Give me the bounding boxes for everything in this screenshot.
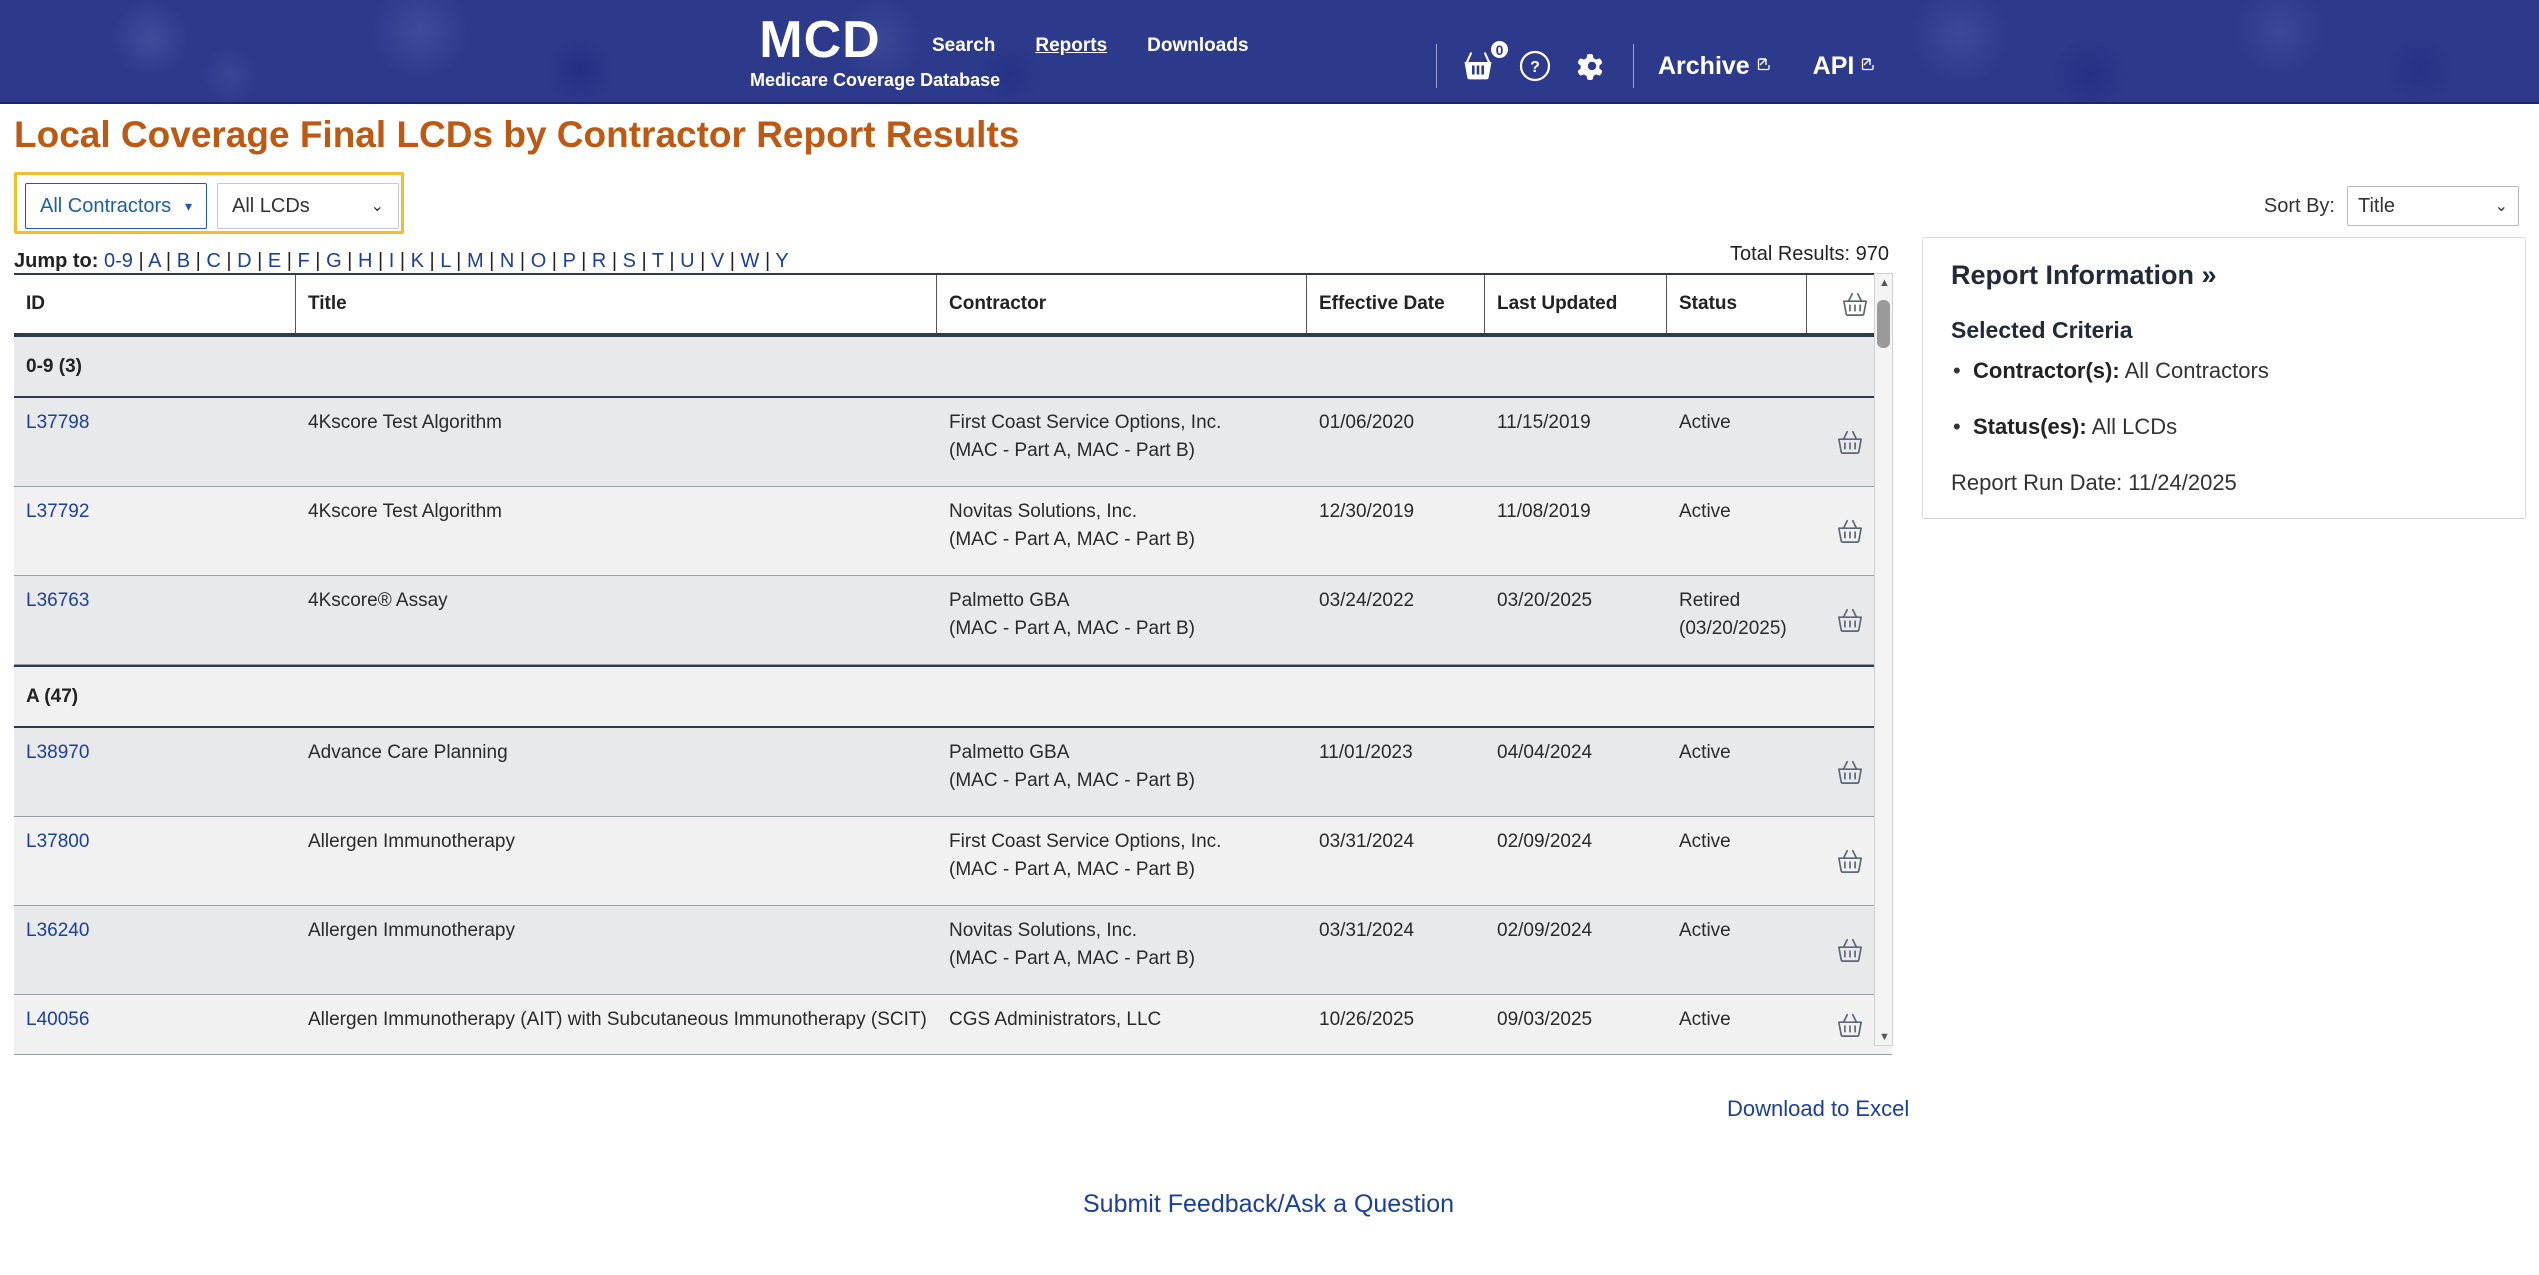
svg-text:?: ? [1530,59,1540,76]
